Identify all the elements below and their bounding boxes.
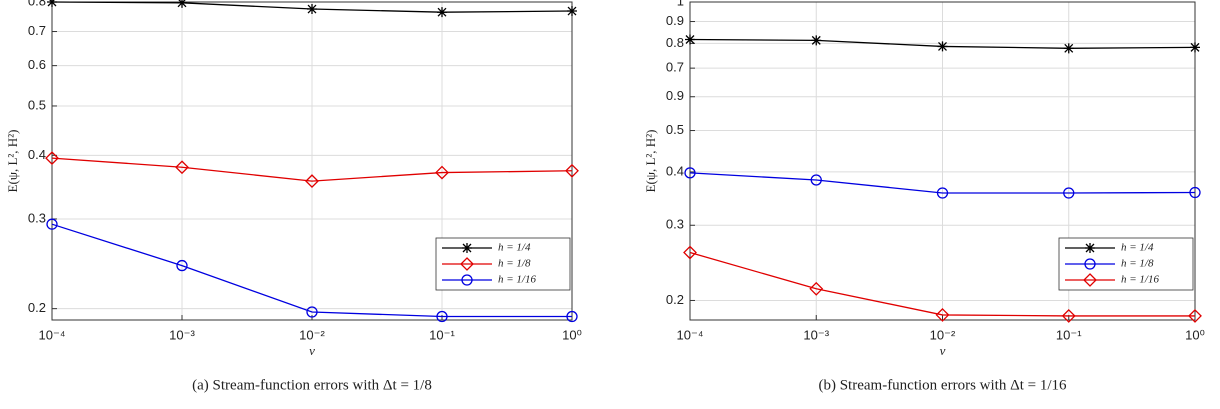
marker-circle (1063, 187, 1075, 199)
caption: (a) Stream-function errors with Δt = 1/8 (192, 377, 432, 393)
series-line (689, 172, 1196, 194)
marker-circle (306, 306, 318, 318)
x-tick-label: 10⁻⁴ (677, 327, 704, 342)
marker-diamond (460, 257, 474, 271)
marker-star (47, 0, 57, 7)
x-tick-label: 10⁻¹ (429, 327, 455, 342)
marker-star (177, 0, 187, 8)
subplot: 10⁻⁴ 10⁻³ 10⁻² 10⁻¹ 10⁰ 0.2 0.3 0.4 0.5 0.9 0.7 0.8… (643, 0, 1205, 393)
marker-diamond (1188, 309, 1202, 323)
marker-star (462, 243, 472, 253)
y-tick-label: 0.2 (28, 300, 46, 315)
y-tick-label: 0.5 (666, 122, 684, 137)
x-tick-label: 10⁰ (1185, 327, 1205, 342)
marker-diamond (565, 163, 579, 178)
marker-star (307, 4, 317, 15)
y-tick-label: 1 (677, 0, 684, 8)
subplot: 10⁻⁴ 10⁻³ 10⁻² 10⁻¹ 10⁰ 0.2 0.3 0.4 0.5 0.6 0.7 0.8… (5, 0, 582, 393)
marker-circle (176, 259, 188, 272)
series-line (689, 251, 1195, 317)
marker-star (685, 34, 695, 45)
marker-star (1063, 43, 1074, 54)
x-axis-label: ν (309, 343, 315, 358)
x-tick-label: 10⁻³ (803, 327, 829, 342)
marker-diamond (175, 160, 189, 175)
y-tick-label: 0.3 (666, 217, 684, 232)
y-tick-label: 0.5 (28, 97, 46, 112)
y-tick-label: 0.4 (28, 147, 46, 162)
marker-circle (436, 310, 448, 323)
marker-star (937, 41, 948, 52)
legend-label: h = 1/8 (498, 258, 531, 270)
series-line (51, 223, 572, 318)
x-tick-label: 10⁻² (930, 327, 956, 342)
marker-star (567, 6, 577, 17)
series-line (51, 157, 573, 182)
x-tick-label: 10⁻⁴ (39, 327, 66, 342)
marker-circle (684, 167, 696, 179)
marker-diamond (809, 281, 824, 296)
marker-star (1190, 42, 1200, 53)
marker-circle (46, 218, 58, 230)
x-axis-label: ν (940, 343, 946, 358)
legend-label: h = 1/16 (1121, 274, 1159, 286)
marker-diamond (305, 174, 319, 189)
legend-label: h = 1/4 (498, 242, 531, 254)
x-tick-label: 10⁻² (299, 327, 325, 342)
y-axis-label: E(ψ, L², H²) (5, 130, 20, 193)
marker-star (437, 7, 447, 18)
marker-diamond (45, 151, 59, 166)
marker-star (1085, 243, 1095, 253)
y-tick-label: 0.7 (666, 60, 684, 75)
x-tick-label: 10⁻³ (169, 327, 195, 342)
legend-label: h = 1/4 (1121, 242, 1154, 254)
x-tick-label: 10⁻¹ (1056, 327, 1082, 342)
plot-frame (51, 1, 573, 321)
marker-diamond (935, 307, 950, 322)
marker-circle (1189, 186, 1201, 199)
y-tick-label: 0.8 (666, 35, 684, 50)
marker-circle (566, 310, 578, 323)
legend-label: h = 1/8 (1121, 258, 1154, 270)
marker-diamond (1083, 273, 1097, 287)
x-tick-label: 10⁰ (562, 327, 582, 342)
marker-circle (936, 187, 949, 199)
y-axis-label: E(ψ, L², H²) (643, 130, 658, 193)
marker-circle (810, 174, 822, 186)
y-tick-label: 0.4 (666, 163, 684, 178)
y-tick-label: 0.3 (28, 210, 46, 225)
y-tick-label: 0.8 (28, 0, 46, 8)
marker-star (811, 35, 822, 46)
marker-diamond (435, 165, 449, 180)
marker-circle (461, 274, 473, 286)
marker-circle (1084, 258, 1096, 270)
y-tick-label: 0.6 (28, 57, 46, 72)
y-tick-label: 0.9 (666, 13, 684, 28)
legend-label: h = 1/16 (498, 274, 536, 286)
y-tick-label: 0.7 (28, 23, 46, 38)
marker-diamond (683, 245, 697, 260)
y-tick-label: 0.9 (666, 88, 684, 103)
marker-diamond (1061, 309, 1076, 323)
caption: (b) Stream-function errors with Δt = 1/1… (818, 377, 1067, 393)
y-tick-label: 0.2 (666, 292, 684, 307)
